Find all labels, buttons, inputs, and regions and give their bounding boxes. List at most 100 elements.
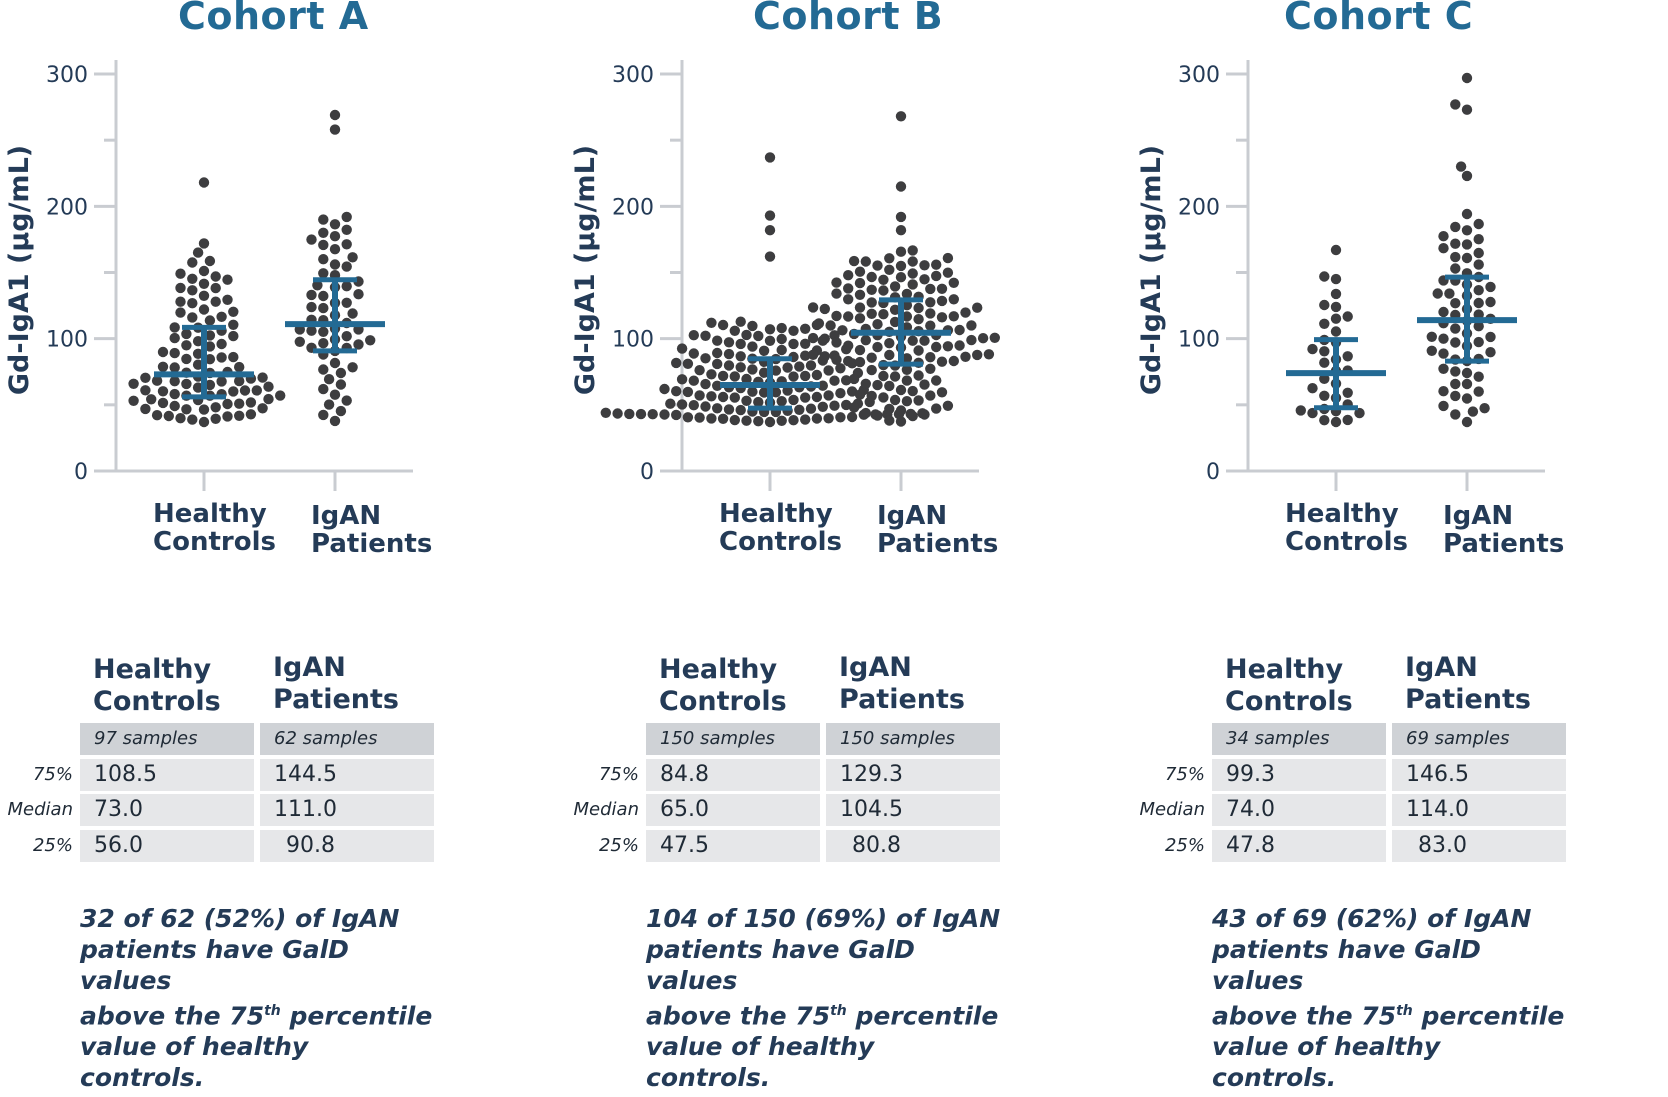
data-point	[841, 375, 852, 386]
data-point	[341, 297, 352, 308]
data-point	[1450, 263, 1461, 274]
data-point	[318, 254, 329, 265]
table-header: Healthy Controls	[659, 654, 787, 718]
data-point	[700, 330, 711, 341]
data-point	[895, 384, 907, 396]
y-tick-label: 300	[1178, 63, 1220, 88]
data-point	[706, 391, 717, 402]
data-point	[187, 414, 198, 425]
data-point	[770, 387, 782, 398]
data-point	[1354, 407, 1365, 419]
data-point	[1319, 346, 1330, 357]
data-point	[913, 370, 924, 381]
data-point	[848, 402, 860, 413]
data-point	[181, 378, 192, 390]
data-point	[204, 341, 216, 352]
data-point	[948, 311, 959, 322]
data-point	[819, 303, 830, 315]
sample-count-cell: 150 samples	[826, 723, 1000, 755]
data-point	[848, 373, 860, 385]
data-point	[729, 325, 740, 336]
data-point	[919, 379, 930, 390]
data-point	[843, 340, 854, 351]
sample-count-cell: 150 samples	[646, 723, 820, 755]
table-header: Healthy Controls	[93, 654, 221, 718]
data-point	[341, 239, 352, 250]
data-point	[187, 257, 198, 268]
data-point	[872, 341, 883, 353]
data-point	[854, 289, 866, 300]
data-point	[931, 259, 942, 270]
data-point	[1307, 407, 1318, 419]
data-point	[676, 399, 688, 410]
data-point	[694, 390, 705, 401]
data-point	[735, 362, 746, 373]
data-point	[866, 352, 877, 363]
data-point	[872, 379, 883, 391]
data-point	[758, 345, 770, 356]
data-point	[925, 363, 936, 374]
data-point	[682, 358, 694, 369]
data-point	[659, 383, 670, 395]
data-point	[948, 355, 959, 367]
data-point	[919, 260, 930, 271]
data-point	[329, 415, 341, 427]
data-point	[835, 388, 846, 399]
data-point	[712, 380, 723, 391]
data-point	[694, 365, 705, 376]
data-point	[671, 409, 682, 421]
x-category-label-line: Patients	[877, 529, 999, 559]
data-point	[624, 408, 635, 420]
table-value-cell: 47.8	[1212, 830, 1386, 862]
table-value-cell: 144.5	[260, 759, 434, 791]
note-text: above the 75	[80, 1001, 265, 1031]
data-point	[919, 335, 930, 346]
data-point	[1485, 347, 1496, 358]
data-point	[1319, 390, 1330, 401]
data-point	[1438, 386, 1449, 397]
x-category-label-line: Controls	[153, 527, 276, 557]
data-point	[318, 302, 329, 314]
data-point	[884, 264, 895, 275]
data-point	[341, 395, 352, 406]
data-point	[1426, 331, 1437, 342]
data-point	[234, 410, 245, 421]
data-point	[1342, 311, 1353, 322]
data-point	[263, 381, 274, 392]
data-point	[717, 370, 729, 382]
note-line: 43 of 69 (62%) of IgAN	[1212, 904, 1532, 933]
data-point	[128, 378, 139, 389]
data-point	[966, 320, 977, 331]
chart-title: Cohort B	[753, 0, 944, 38]
data-point	[866, 308, 877, 319]
data-point	[925, 390, 936, 401]
data-point	[688, 330, 699, 341]
sample-count-cell: 97 samples	[80, 723, 254, 755]
data-point	[682, 386, 694, 398]
data-point	[931, 403, 942, 414]
data-point	[895, 111, 907, 122]
data-point	[1461, 252, 1473, 264]
data-point	[187, 273, 198, 284]
data-point	[846, 386, 858, 397]
x-category-label-line: Patients	[311, 529, 433, 559]
data-point	[1450, 409, 1461, 420]
data-point	[878, 392, 889, 403]
data-point	[776, 322, 787, 334]
data-point	[665, 398, 676, 409]
data-point	[1485, 331, 1496, 343]
data-point	[353, 339, 364, 350]
data-point	[210, 282, 221, 294]
data-point	[843, 283, 854, 294]
x-category-label: IgAN Patients	[877, 502, 998, 558]
table-value-cell: 84.8	[646, 759, 820, 791]
data-point	[884, 403, 895, 415]
data-point	[1455, 161, 1467, 172]
data-point	[889, 304, 901, 315]
data-point	[925, 352, 936, 363]
data-point	[192, 348, 204, 359]
data-point	[245, 409, 257, 420]
data-point	[800, 370, 811, 382]
data-point	[222, 398, 233, 410]
table-value-cell: 90.8	[260, 830, 434, 862]
